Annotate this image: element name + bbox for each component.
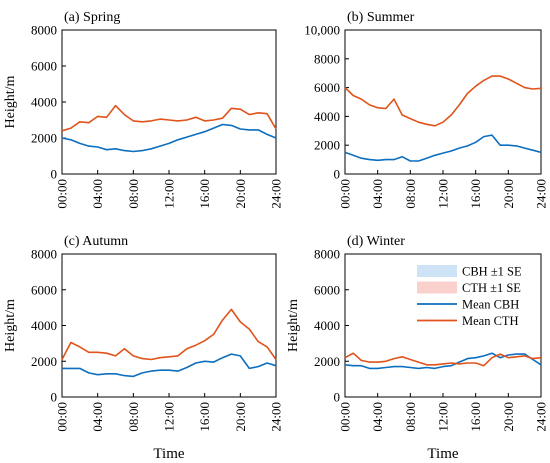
x-tick-label: 20:00 (233, 402, 248, 432)
series-line-mean-cth (61, 308, 277, 361)
chart-title: (d) Winter (347, 234, 405, 249)
y-tick-label: 8000 (31, 23, 57, 38)
series-line-mean-cbh (62, 353, 277, 378)
y-axis-label: Height/m (3, 299, 18, 352)
chart-panel-3: (c) Autumn 0 2000 4000 6000 8000 00:00 04:00 08:… (3, 234, 284, 462)
legend-label: Mean CBH (462, 298, 519, 312)
x-axis-label: Time (427, 446, 458, 462)
x-tick-label: 16:00 (468, 179, 483, 209)
legend-label: CTH ±1 SE (462, 281, 521, 295)
y-tick-label: 4000 (31, 95, 57, 110)
x-tick-label: 24:00 (534, 179, 549, 209)
chart-panel-1: (a) Spring 0 2000 4000 6000 8000 00:00 04:00 08:… (3, 10, 284, 209)
x-tick-label: 08:00 (403, 179, 418, 209)
y-tick-label: 2000 (31, 131, 57, 146)
series-line-mean-cth (344, 352, 542, 367)
series-line-mean-cbh (61, 123, 277, 153)
x-tick-label: 00:00 (55, 179, 70, 209)
y-tick-label: 2000 (314, 354, 340, 369)
x-axis-label: Time (153, 446, 184, 462)
legend-swatch (417, 265, 457, 277)
plot-frame (61, 29, 277, 175)
legend-label: CBH ±1 SE (462, 265, 522, 279)
y-tick-label: 8000 (314, 51, 340, 66)
legend: CBH ±1 SE CTH ±1 SE Mean CBH Mean CTH (417, 265, 522, 328)
x-tick-label: 04:00 (90, 402, 105, 432)
chart-title: (c) Autumn (64, 234, 128, 249)
x-tick-label: 00:00 (338, 402, 353, 432)
legend-swatch (417, 281, 457, 294)
y-tick-label: 2000 (314, 138, 340, 153)
y-tick-label: 6000 (314, 282, 340, 297)
y-tick-label: 4000 (314, 109, 340, 124)
x-tick-label: 12:00 (162, 179, 177, 209)
x-tick-label: 08:00 (403, 402, 418, 432)
chart-title: (a) Spring (64, 10, 120, 25)
chart-panel-2: (b) Summer 0 2000 4000 6000 8000 10,000 00:00 04… (304, 10, 548, 209)
series-line-mean-cth (61, 104, 277, 132)
y-tick-label: 6000 (314, 80, 340, 95)
x-tick-label: 24:00 (269, 402, 284, 432)
x-tick-label: 00:00 (338, 179, 353, 209)
y-tick-label: 0 (51, 390, 58, 405)
series-line-mean-cbh (344, 134, 542, 162)
y-tick-label: 4000 (31, 318, 57, 333)
y-tick-label: 6000 (31, 282, 57, 297)
y-axis-label: Height/m (3, 75, 18, 128)
x-tick-label: 04:00 (370, 179, 385, 209)
legend-label: Mean CTH (462, 314, 519, 328)
x-tick-label: 20:00 (233, 179, 248, 209)
chart-title: (b) Summer (347, 10, 415, 25)
x-tick-label: 04:00 (90, 179, 105, 209)
series-line-mean-cbh (344, 352, 542, 370)
y-tick-label: 0 (51, 167, 58, 182)
x-tick-label: 24:00 (534, 402, 549, 432)
x-tick-label: 12:00 (436, 179, 451, 209)
x-tick-label: 20:00 (501, 179, 516, 209)
y-tick-label: 8000 (31, 247, 57, 262)
y-tick-label: 0 (334, 390, 341, 405)
x-tick-label: 04:00 (370, 402, 385, 432)
x-tick-label: 08:00 (126, 402, 141, 432)
y-tick-label: 8000 (314, 247, 340, 262)
x-tick-label: 12:00 (162, 402, 177, 432)
y-tick-label: 0 (334, 167, 341, 182)
y-tick-label: 10,000 (304, 23, 340, 38)
y-tick-label: 2000 (31, 354, 57, 369)
x-tick-label: 20:00 (501, 402, 516, 432)
x-tick-label: 16:00 (197, 179, 212, 209)
x-tick-label: 24:00 (269, 179, 284, 209)
x-tick-label: 12:00 (436, 402, 451, 432)
chart-panel-4: (d) Winter 0 2000 4000 6000 8000 00:00 04:00 08:… (286, 234, 549, 462)
y-tick-label: 6000 (31, 59, 57, 74)
x-tick-label: 00:00 (55, 402, 70, 432)
series-line-mean-cth (344, 75, 542, 127)
y-tick-label: 4000 (314, 318, 340, 333)
x-tick-label: 08:00 (126, 179, 141, 209)
x-tick-label: 16:00 (197, 402, 212, 432)
x-tick-label: 16:00 (468, 402, 483, 432)
y-axis-label: Height/m (286, 299, 301, 352)
